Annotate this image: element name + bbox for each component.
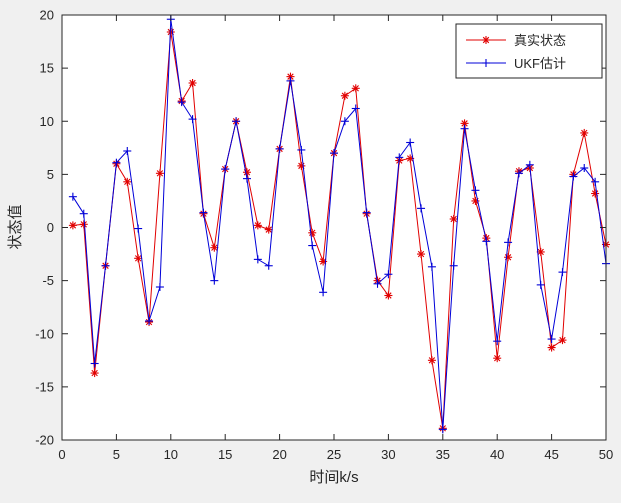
x-tick-label: 25 bbox=[327, 447, 341, 462]
x-tick-label: 5 bbox=[113, 447, 120, 462]
ticks-group: 0 5 10 15 20 25 30 35 40 45 50 -20 -15 -10 -5 0 5 10 15 20 bbox=[35, 8, 613, 463]
plot-region: 0 5 10 15 20 25 30 35 40 45 50 -20 -15 -10 -5 0 5 10 15 20 bbox=[35, 8, 613, 463]
y-tick-label: -20 bbox=[35, 433, 54, 448]
series-group bbox=[68, 15, 610, 434]
legend-label-ukf-estimate: UKF估计 bbox=[514, 56, 566, 71]
x-tick-label: 30 bbox=[381, 447, 395, 462]
legend-samples bbox=[466, 36, 506, 67]
y-tick-label: -5 bbox=[42, 273, 54, 288]
legend-label-true-state: 真实状态 bbox=[514, 33, 566, 48]
legend: 真实状态 UKF估计 bbox=[455, 23, 603, 79]
y-tick-label: 20 bbox=[40, 8, 54, 23]
y-tick-label: -15 bbox=[35, 379, 54, 394]
x-tick-label: 15 bbox=[218, 447, 232, 462]
y-tick-label: 15 bbox=[40, 61, 54, 76]
x-tick-label: 20 bbox=[272, 447, 286, 462]
y-tick-label: 0 bbox=[47, 220, 54, 235]
x-axis-label: 时间k/s bbox=[309, 469, 358, 486]
x-tick-label: 45 bbox=[544, 447, 558, 462]
y-tick-label: -10 bbox=[35, 326, 54, 341]
x-tick-label: 10 bbox=[164, 447, 178, 462]
x-tick-label: 35 bbox=[436, 447, 450, 462]
x-tick-label: 40 bbox=[490, 447, 504, 462]
x-tick-label: 0 bbox=[58, 447, 65, 462]
x-tick-label: 50 bbox=[599, 447, 613, 462]
y-tick-label: 10 bbox=[40, 114, 54, 129]
legend-box bbox=[455, 23, 603, 79]
y-axis-label: 状态值 bbox=[7, 204, 24, 249]
y-tick-label: 5 bbox=[47, 167, 54, 182]
